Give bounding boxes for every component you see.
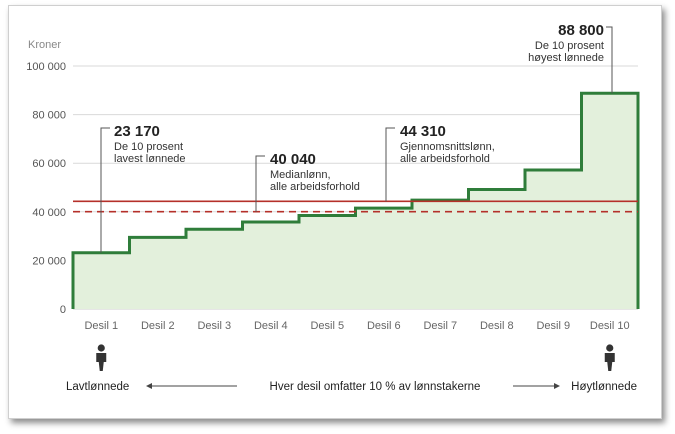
person-icon [96,344,107,371]
callout-leader [100,127,110,253]
y-axis-ticks: 0 20 000 40 000 60 000 80 000 100 000 [26,61,66,316]
annotation-value: 23 170 [114,123,160,140]
annotation-value: 40 040 [270,151,316,168]
annotation-text: De 10 prosent [535,40,604,52]
y-tick-label: 0 [60,304,66,316]
footer-center-label: Hver desil omfatter 10 % av lønnstakerne [270,381,481,393]
x-axis-categories: Desil 1 Desil 2 Desil 3 Desil 4 Desil 5 Desil… [84,320,629,332]
y-tick-label: 60 000 [32,158,66,170]
category-label: Desil 5 [310,320,344,332]
callout-leader [606,26,613,94]
annotation-text: høyest lønnede [528,52,604,64]
y-axis-label: Kroner [28,39,61,51]
category-label: Desil 3 [197,320,231,332]
category-label: Desil 8 [480,320,514,332]
annotation-text: De 10 prosent [114,141,183,153]
person-body [96,353,107,371]
person-icons [96,344,615,371]
y-tick-label: 80 000 [32,110,66,122]
arrowhead-right [554,383,560,389]
annotation-value: 88 800 [558,22,604,39]
footer-legend: Lavtlønnede Hver desil omfatter 10 % av l… [66,381,637,393]
category-label: Desil 7 [423,320,457,332]
footer-left-label: Lavtlønnede [66,381,129,393]
category-label: Desil 10 [590,320,630,332]
annotation-text: alle arbeidsforhold [400,153,490,165]
person-head [606,344,614,352]
person-head [97,344,105,352]
person-icon [604,344,615,371]
category-label: Desil 1 [84,320,118,332]
annotation-value: 44 310 [400,123,446,140]
annotation-text: lavest lønnede [114,153,186,165]
y-tick-label: 20 000 [32,255,66,267]
y-tick-label: 100 000 [26,61,66,73]
category-label: Desil 9 [536,320,570,332]
annotation-text: Medianlønn, [270,169,331,181]
arrowhead-left [146,383,152,389]
annotation-text: alle arbeidsforhold [270,181,360,193]
category-label: Desil 2 [141,320,175,332]
callout-leader [385,127,395,202]
category-label: Desil 4 [254,320,288,332]
person-body [604,353,615,371]
y-tick-label: 40 000 [32,207,66,219]
callout-leader [255,155,265,212]
annotation-text: Gjennomsnittslønn, [400,141,495,153]
footer-right-label: Høytlønnede [571,381,637,393]
category-label: Desil 6 [367,320,401,332]
reference-lines [73,200,638,213]
data-area [73,93,638,309]
